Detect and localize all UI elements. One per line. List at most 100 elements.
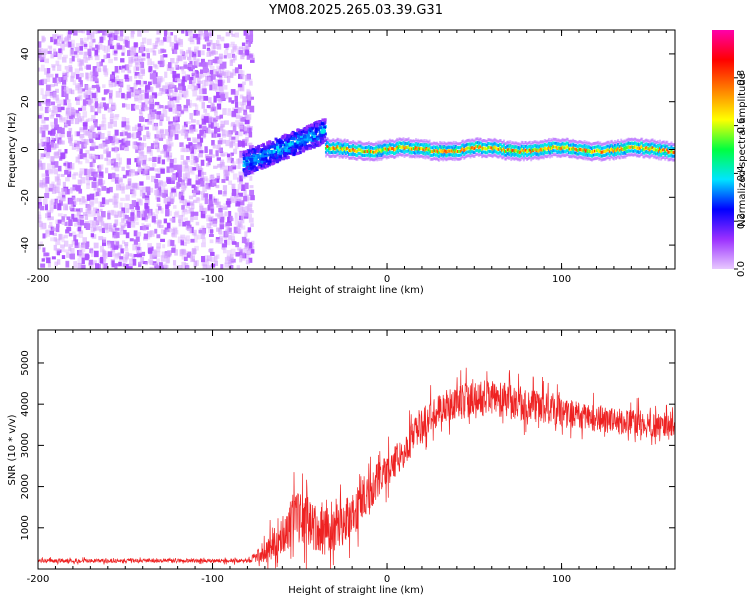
spectrogram-cell <box>439 140 442 144</box>
spectrogram-cell <box>110 119 114 125</box>
spectrogram-cell <box>537 149 540 153</box>
spectrogram-cell <box>185 235 190 241</box>
spectrogram-cell <box>532 149 535 153</box>
spectrogram-cell <box>396 153 399 157</box>
spectrogram-cell <box>124 222 130 227</box>
spectrogram-cell <box>445 150 448 154</box>
spectrogram-cell <box>471 138 474 142</box>
spectrogram-cell <box>67 171 72 178</box>
spectrogram-cell <box>374 158 377 162</box>
spectrogram-cell <box>624 148 627 152</box>
spectrogram-cell <box>536 148 539 152</box>
spectrogram-cell <box>590 150 593 154</box>
spectrogram-cell <box>39 182 44 188</box>
spectrogram-cell <box>353 149 356 153</box>
spectrogram-cell <box>97 30 103 33</box>
spectrogram-cell <box>139 226 145 231</box>
spectrogram-cell <box>331 147 334 151</box>
spectrogram-cell <box>598 154 601 158</box>
spectrogram-cell <box>484 150 487 154</box>
spectrogram-cell <box>181 71 186 75</box>
spectrogram-cell <box>220 159 225 165</box>
spectrogram-cell <box>139 189 144 197</box>
spectrogram-cell <box>61 255 66 259</box>
spectrogram-cell <box>84 58 89 63</box>
spectrogram-cell <box>500 144 503 148</box>
spectrogram-cell <box>74 54 79 58</box>
spectrogram-cell <box>56 64 62 72</box>
spectrogram-cell <box>162 85 167 92</box>
spectrogram-cell <box>584 157 587 161</box>
spectrogram-cell <box>427 152 430 156</box>
spectrogram-cell <box>163 218 168 224</box>
spectrogram-cell <box>484 154 487 158</box>
spectrogram-cell <box>539 147 542 151</box>
spectrogram-cell <box>500 152 503 156</box>
spectrogram-cell <box>149 157 153 161</box>
spectrogram-cell <box>115 173 120 181</box>
spectrogram-cell <box>214 126 218 134</box>
spectrogram-cell <box>106 45 110 52</box>
spectrogram-cell <box>664 146 667 150</box>
spectrogram-cell <box>247 214 252 218</box>
spectrogram-cell <box>247 99 252 106</box>
spectrogram-cell <box>467 154 470 158</box>
spectrogram-cell <box>578 143 581 147</box>
spectrogram-cell <box>562 146 565 150</box>
spectrogram-cell <box>99 164 104 170</box>
spectrogram-cell <box>147 81 152 86</box>
spectrogram-cell <box>215 184 220 189</box>
spectrogram-cell <box>443 145 446 149</box>
spectrogram-cell <box>560 150 563 154</box>
spectrogram-cell <box>441 141 444 145</box>
spectrogram-cell <box>611 149 614 153</box>
spectrogram-cell <box>161 49 167 53</box>
spectrogram-cell <box>131 103 136 111</box>
spectrogram-cell <box>46 104 50 108</box>
spectrogram-cell <box>62 71 66 76</box>
spectrogram-cell <box>244 182 249 190</box>
spectrogram-cell <box>621 155 624 159</box>
spectrogram-cell <box>670 145 673 149</box>
spectrogram-cell <box>451 154 454 158</box>
spectrogram-cell <box>228 97 232 103</box>
spectrogram-cell <box>440 142 443 146</box>
spectrogram-cell <box>70 89 75 95</box>
spectrogram-cell <box>512 149 515 153</box>
spectrogram-cell <box>286 155 290 159</box>
spectrogram-cell <box>99 102 104 108</box>
spectrogram-cell <box>71 145 76 150</box>
spectrogram-cell <box>420 143 423 147</box>
spectrogram-cell <box>82 196 86 204</box>
spectrogram-cell <box>344 152 347 156</box>
spectrogram-cell <box>403 154 406 158</box>
spectrogram-cell <box>116 233 120 238</box>
spectrogram-cell <box>651 153 654 157</box>
spectrogram-cell <box>124 214 129 219</box>
spectrogram-cell <box>155 208 159 214</box>
spectrogram-cell <box>242 157 246 161</box>
spectrogram-cell <box>458 149 461 153</box>
spectrogram-cell <box>118 244 123 249</box>
spectrogram-cell <box>188 142 193 146</box>
spectrogram-cell <box>316 144 320 148</box>
spectrogram-cell <box>491 139 494 143</box>
spectrogram-cell <box>87 34 92 40</box>
spectrogram-cell <box>365 153 368 157</box>
spectrogram-cell <box>293 134 297 138</box>
spectrogram-cell <box>197 146 203 152</box>
spectrogram-cell <box>490 146 493 150</box>
spectrogram-cell <box>471 149 474 153</box>
spectrogram-cell <box>621 144 624 148</box>
spectrogram-cell <box>294 152 298 156</box>
spectrogram-cell <box>533 144 536 148</box>
spectrogram-cell <box>390 143 393 147</box>
spectrogram-cell <box>665 156 668 160</box>
spectrogram-cell <box>42 247 46 253</box>
spectrogram-cell <box>187 63 193 68</box>
spectrogram-cell <box>139 80 144 87</box>
spectrogram-cell <box>60 43 65 51</box>
spectrogram-cell <box>495 150 498 154</box>
spectrogram-cell <box>46 76 51 83</box>
spectrogram-cell <box>465 147 468 151</box>
